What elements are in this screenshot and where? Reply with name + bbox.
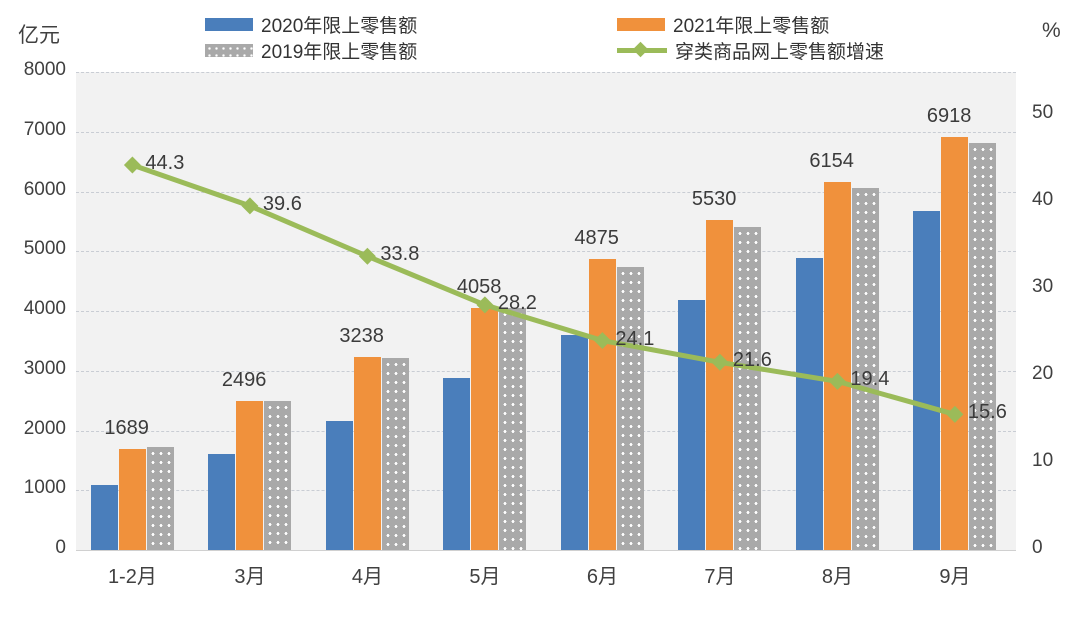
y-axis-tick-left: 1000 [23, 477, 66, 499]
growth-value-label: 28.2 [497, 291, 537, 314]
bar-2020-4月 [325, 420, 353, 550]
y-axis-tick-left: 6000 [23, 178, 66, 200]
bar-2020-8月 [795, 258, 823, 550]
bar-value-label: 6918 [926, 104, 972, 127]
bar-2019-4月 [381, 357, 409, 550]
bar-value-label: 6154 [809, 150, 854, 173]
chart-legend: 2020年限上零售额 2021年限上零售额 2019年限上零售额 穿类商品网上零… [205, 10, 925, 63]
x-axis-category-label: 6月 [586, 566, 618, 588]
bar-2019-1-2月 [146, 446, 174, 550]
bar-2021-6月 [588, 258, 616, 550]
legend-label-growth: 穿类商品网上零售额增速 [675, 41, 885, 63]
y-axis-tick-left: 8000 [23, 59, 66, 80]
legend-swatch-2019-icon [205, 43, 253, 57]
growth-value-label: 39.6 [262, 192, 302, 215]
bar-2019-6月 [616, 266, 644, 550]
bar-2020-9月 [913, 211, 941, 550]
legend-label-2021: 2021年限上零售额 [673, 15, 830, 37]
legend-label-2019: 2019年限上零售额 [261, 41, 418, 63]
gridline [76, 131, 1016, 133]
y-axis-tick-left: 2000 [23, 417, 66, 439]
bar-2021-5月 [471, 307, 499, 550]
y-axis-tick-left: 3000 [23, 357, 66, 379]
bar-value-label: 4058 [456, 275, 502, 298]
growth-value-label: 19.4 [850, 368, 890, 391]
x-axis-category-label: 3月 [234, 566, 266, 588]
y-axis-tick-left: 0 [55, 537, 66, 558]
bar-2020-6月 [560, 334, 588, 550]
legend-swatch-2021-icon [617, 17, 665, 31]
legend-item-growth[interactable]: 穿类商品网上零售额增速 [617, 38, 885, 63]
x-axis-category-label: 4月 [351, 566, 383, 588]
bar-value-label: 2496 [221, 368, 267, 391]
bar-value-label: 3238 [339, 324, 384, 347]
x-axis-category-label: 7月 [704, 566, 736, 588]
plot-area [76, 72, 1016, 551]
bar-2021-7月 [706, 219, 734, 550]
gridline [76, 490, 1016, 492]
y-axis-tick-left: 7000 [23, 118, 66, 140]
bar-2021-4月 [353, 356, 381, 550]
right-axis-unit-label: % [1042, 19, 1061, 42]
bar-2019-5月 [499, 307, 527, 550]
growth-value-label: 24.1 [615, 327, 655, 350]
y-axis-tick-right: 30 [1032, 276, 1054, 298]
bar-2021-1-2月 [118, 449, 146, 550]
bar-2019-7月 [734, 227, 762, 550]
bar-2019-9月 [969, 142, 997, 550]
x-axis-category-label: 1-2月 [107, 566, 157, 588]
bar-2021-9月 [941, 136, 969, 550]
gridline [76, 72, 1016, 73]
bar-2020-3月 [208, 454, 236, 550]
bar-2021-3月 [236, 400, 264, 550]
bar-2019-3月 [264, 400, 292, 550]
x-axis-line [76, 550, 1016, 551]
legend-label-2020: 2020年限上零售额 [261, 15, 418, 37]
growth-value-label: 21.6 [732, 349, 772, 372]
y-axis-tick-left: 4000 [23, 298, 66, 319]
bar-2020-1-2月 [90, 484, 118, 550]
y-axis-tick-right: 0 [1032, 537, 1043, 558]
gridline [76, 430, 1016, 432]
growth-value-label: 15.6 [967, 401, 1007, 424]
bar-value-label: 1689 [104, 417, 149, 440]
y-axis-tick-left: 5000 [23, 238, 66, 260]
x-axis-category-label: 8月 [821, 566, 853, 588]
x-axis-category-label: 5月 [469, 566, 501, 588]
legend-item-2019[interactable]: 2019年限上零售额 [205, 38, 418, 63]
bar-2021-8月 [823, 182, 851, 550]
legend-item-2020[interactable]: 2020年限上零售额 [205, 12, 418, 37]
y-axis-tick-right: 40 [1032, 189, 1054, 211]
legend-swatch-growth-line-icon [617, 41, 667, 58]
bar-value-label: 4875 [574, 226, 619, 249]
left-axis-unit-label: 亿元 [18, 24, 60, 47]
y-axis-tick-right: 10 [1032, 450, 1054, 472]
y-axis-tick-right: 20 [1032, 363, 1054, 385]
legend-item-2021[interactable]: 2021年限上零售额 [617, 12, 830, 37]
bar-value-label: 5530 [691, 187, 737, 210]
bar-2020-5月 [443, 377, 471, 550]
y-axis-tick-right: 50 [1032, 102, 1054, 124]
bar-2020-7月 [678, 300, 706, 550]
growth-value-label: 33.8 [380, 243, 420, 266]
growth-value-label: 44.3 [145, 151, 185, 174]
x-axis-category-label: 9月 [939, 566, 971, 588]
legend-swatch-2020-icon [205, 17, 253, 31]
